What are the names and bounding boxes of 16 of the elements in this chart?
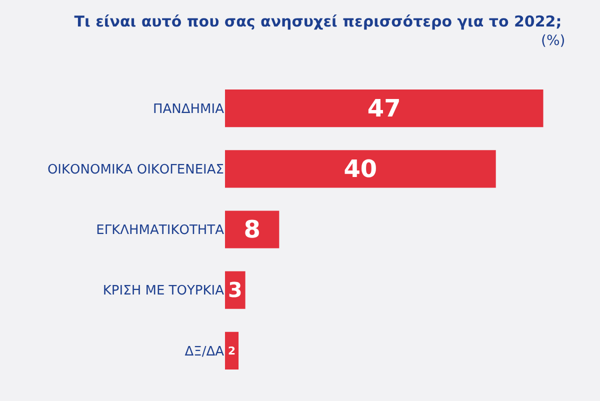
data-label: 3: [228, 278, 242, 302]
bar: [225, 332, 239, 370]
data-label: 8: [244, 216, 260, 244]
text: (%): [541, 33, 566, 49]
bar: [225, 210, 280, 248]
y-tick-label: ΔΞ/ΔΑ: [184, 344, 224, 360]
data-label: 2: [228, 344, 236, 358]
y-tick-label: ΠΑΝΔΗΜΙΑ: [152, 102, 224, 117]
y-tick-label: ΟΙΚΟΝΟΜΙΚΑ ΟΙΚΟΓΕΝΕΙΑΣ: [47, 162, 224, 178]
y-tick-label: ΚΡΙΣΗ ΜΕ ΤΟΥΡΚΙΑ: [102, 284, 224, 299]
data-label: 40: [344, 154, 378, 183]
chart-title: Τι είναι αυτό που σας ανησυχεί περισσότερο για το 2022;: [74, 12, 562, 31]
y-tick-label: ΕΓΚΛΗΜΑΤΙΚΟΤΗΤΑ: [96, 223, 224, 238]
bar: [225, 90, 544, 128]
data-label: 47: [367, 94, 401, 122]
bar: [225, 150, 496, 188]
